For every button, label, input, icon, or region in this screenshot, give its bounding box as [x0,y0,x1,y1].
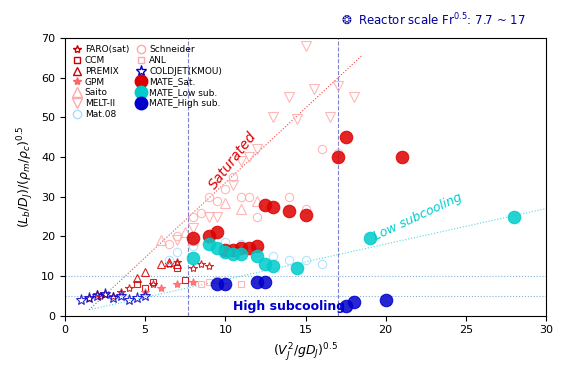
Legend: FARO(sat), CCM, PREMIX, GPM, Saito, MELT-II, Mat.08, Schneider, ANL, COLDJET(KMO: FARO(sat), CCM, PREMIX, GPM, Saito, MELT… [69,42,225,122]
Text: Saturated: Saturated [207,129,260,192]
X-axis label: $(V^2_J/gD_J)^{0.5}$: $(V^2_J/gD_J)^{0.5}$ [273,341,338,363]
Y-axis label: $(L_b/D_J)/(\rho_m/\rho_c)^{0.5}$: $(L_b/D_J)/(\rho_m/\rho_c)^{0.5}$ [15,125,36,228]
Text: ❂  Reactor scale Fr$^{0.5}$: 7.7 ~ 17: ❂ Reactor scale Fr$^{0.5}$: 7.7 ~ 17 [341,11,525,27]
Text: High subcooling: High subcooling [233,300,345,313]
Text: Low subcooling: Low subcooling [371,191,464,243]
